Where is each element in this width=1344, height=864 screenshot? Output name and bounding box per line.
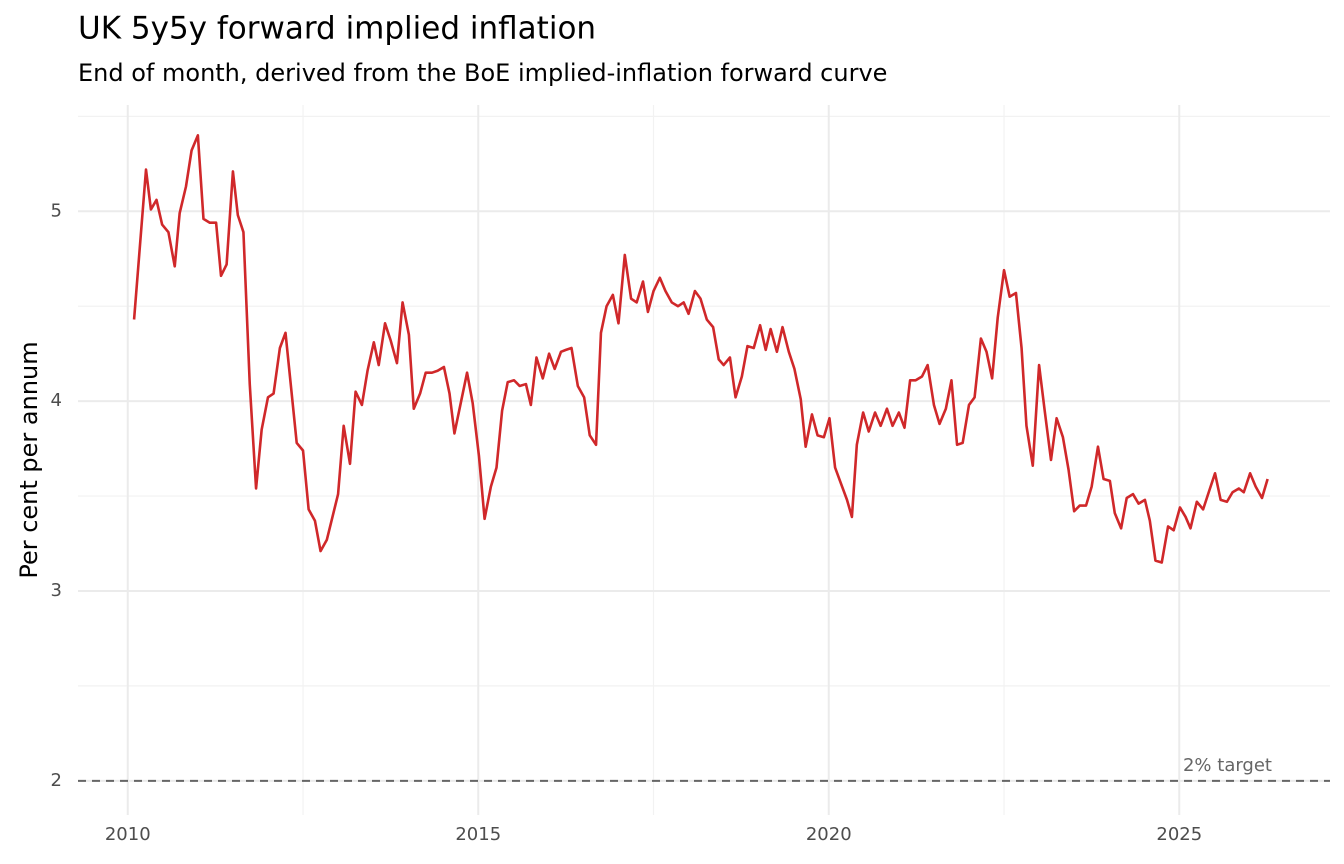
x-tick-label: 2025 [1156,824,1202,845]
y-axis-label: Per cent per annum [15,341,43,578]
chart-title: UK 5y5y forward implied inflation [78,11,596,47]
y-tick-label: 5 [51,200,62,221]
data-line [132,134,1269,564]
y-tick-label: 4 [51,390,62,411]
reference-label: 2% target [1183,755,1272,776]
x-tick-label: 2020 [806,824,852,845]
y-tick-label: 2 [51,770,62,791]
x-tick-label: 2015 [455,824,501,845]
x-tick-label: 2010 [105,824,151,845]
chart-subtitle: End of month, derived from the BoE impli… [78,59,887,87]
y-tick-label: 3 [51,580,62,601]
